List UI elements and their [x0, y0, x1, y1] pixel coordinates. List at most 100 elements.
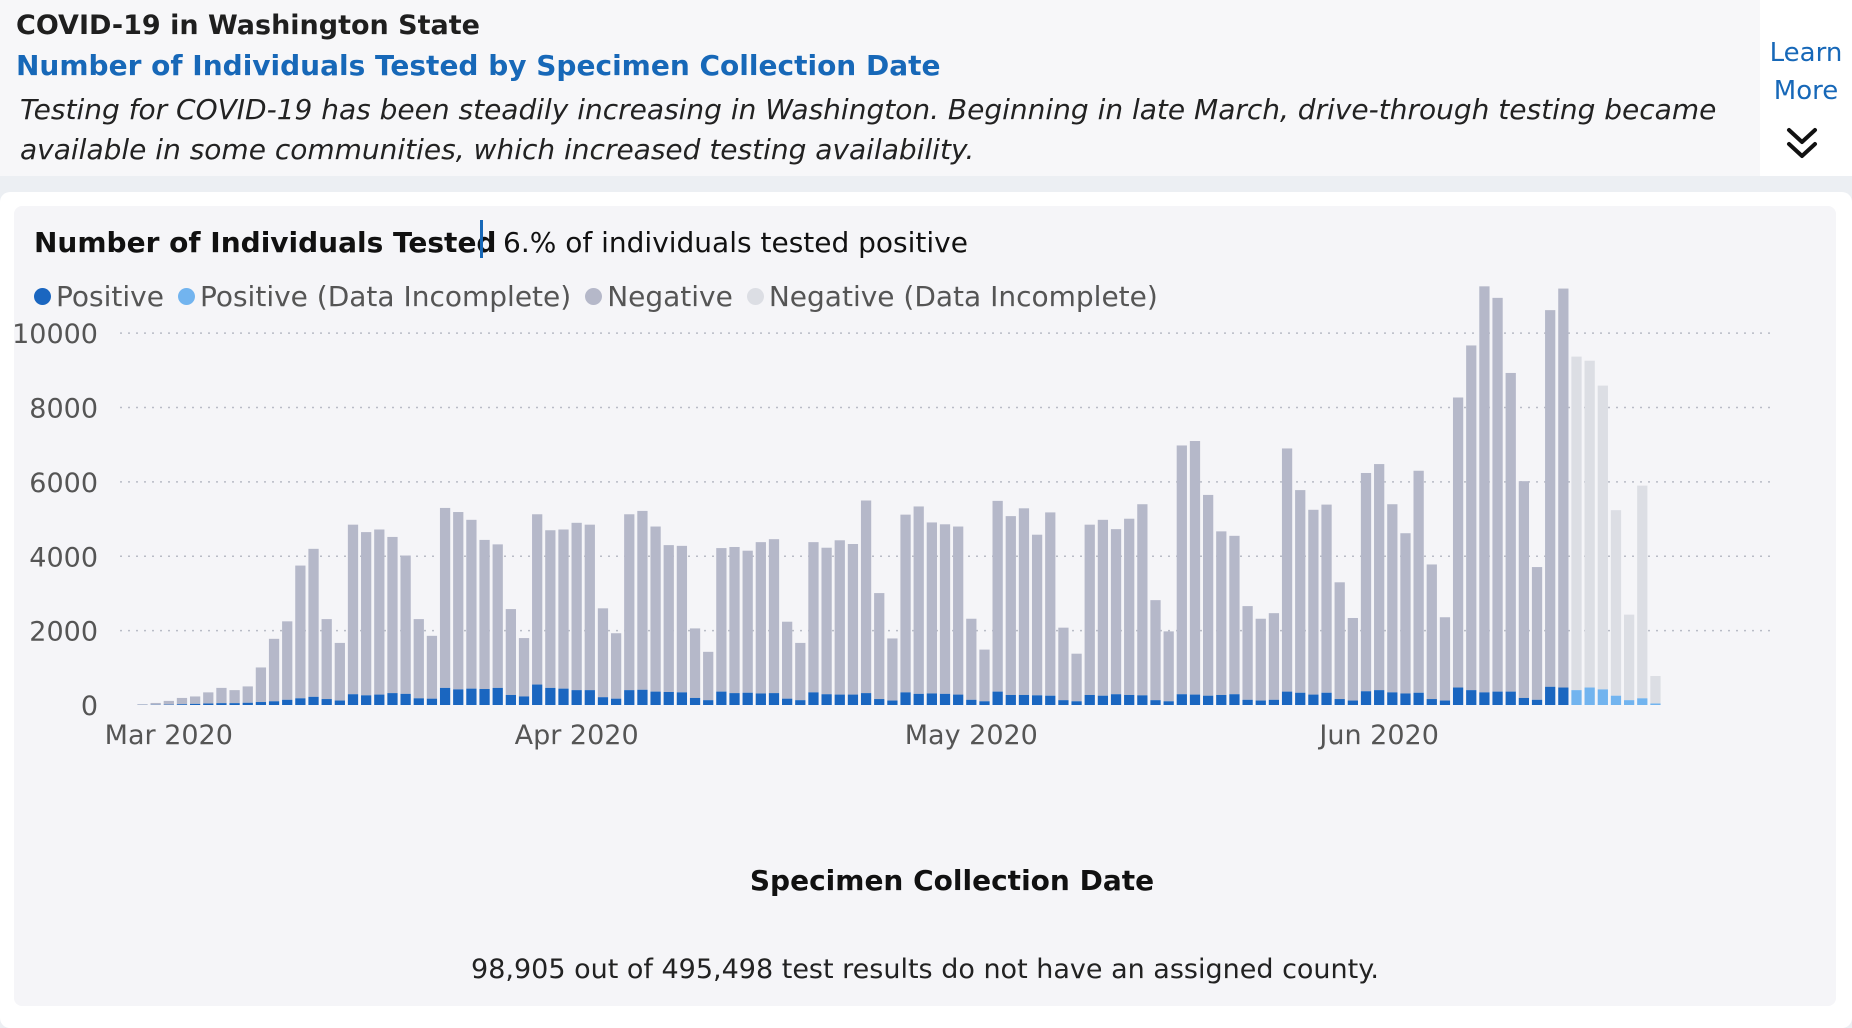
bar-negative-2020-05-04: [1005, 516, 1016, 695]
y-tick-label-0: 0: [81, 691, 98, 722]
bar-negative-2020-04-05: [624, 514, 635, 691]
bar-positive-2020-04-30: [953, 694, 964, 705]
x-tick-label-2020-06-01: Jun 2020: [1317, 720, 1438, 751]
bar-positive-2020-03-06: [229, 703, 240, 705]
bar-positive-2020-05-12: [1110, 694, 1122, 705]
bar-negative-2020-04-18: [795, 642, 806, 701]
bar-positive-2020-04-23: [860, 693, 872, 705]
bar-negative-2020-05-10: [1084, 524, 1095, 695]
bar-positive-2020-04-15: [755, 693, 766, 705]
bar-negative-2020-03-31: [558, 529, 569, 689]
bar-positive-2020-05-06: [1031, 695, 1043, 705]
bar-positive-2020-03-13: [321, 699, 332, 705]
bar-positive-2020-04-24: [874, 699, 885, 705]
bar-negative-2020-06-15: [1558, 288, 1569, 688]
bar-negative-2020-05-03: [992, 500, 1003, 692]
bar-positive-2020-03-17: [374, 694, 385, 705]
bar-negative-2020-03-20: [413, 619, 424, 699]
bar-negative-2020-06-18: [1597, 385, 1608, 690]
bar-negative-2020-06-14: [1545, 310, 1556, 687]
bar-positive-2020-04-01: [571, 690, 582, 705]
bar-negative-2020-04-11: [703, 651, 714, 701]
bar-negative-2020-04-12: [716, 548, 727, 692]
bar-negative-2020-05-13: [1124, 518, 1135, 695]
bar-negative-2020-05-28: [1321, 504, 1332, 693]
bar-positive-2020-04-18: [795, 700, 806, 705]
bar-positive-2020-04-22: [847, 694, 859, 705]
bar-positive-2020-05-10: [1084, 694, 1095, 705]
bar-positive-2020-03-24: [466, 688, 477, 705]
legend-item-positive-incomplete[interactable]: Positive (Data Incomplete): [177, 280, 571, 313]
legend-label-negative: Negative: [607, 280, 733, 313]
bar-positive-2020-03-09: [268, 701, 280, 705]
page-description: Testing for COVID-19 has been steadily i…: [20, 93, 1717, 166]
bar-positive-2020-04-25: [887, 700, 898, 705]
bar-negative-2020-06-01: [1374, 464, 1385, 691]
x-tick-label-2020-03-01: Mar 2020: [105, 720, 233, 751]
legend-item-negative-incomplete[interactable]: Negative (Data Incomplete): [746, 280, 1158, 313]
bar-negative-2020-05-02: [979, 649, 990, 702]
bar-negative-2020-03-30: [545, 530, 556, 688]
bar-positive-2020-04-09: [676, 692, 688, 705]
y-tick-label-8000: 8000: [29, 394, 98, 425]
bar-positive-2020-06-07: [1452, 687, 1464, 705]
bars: [137, 286, 1661, 705]
bar-negative-2020-04-25: [887, 638, 898, 701]
positivity-stat: 6.% of individuals tested positive: [503, 226, 968, 259]
bar-negative-2020-05-31: [1360, 472, 1372, 692]
bar-positive-2020-04-02: [584, 690, 595, 705]
bar-positive-2020-04-10: [689, 697, 701, 705]
bar-negative-2020-03-09: [268, 638, 280, 702]
title-separator: [480, 220, 483, 258]
bar-positive-2020-03-10: [282, 699, 293, 705]
y-axis-ticks: 0 2000 4000 6000 8000 10000: [14, 319, 98, 722]
legend-label-negative-incomplete: Negative (Data Incomplete): [768, 280, 1158, 313]
legend-item-negative[interactable]: Negative: [585, 280, 733, 313]
bar-negative-2020-04-20: [821, 547, 832, 695]
bar-positive-2020-05-29: [1334, 699, 1345, 705]
bar-positive-2020-05-20: [1216, 694, 1227, 705]
learn-more-link[interactable]: Learn More: [1764, 34, 1848, 110]
bar-positive-2020-03-19: [400, 693, 411, 705]
header-banner: COVID-19 in Washington State Number of I…: [0, 0, 1852, 176]
bar-negative-2020-03-12: [308, 548, 319, 697]
bar-positive-2020-03-07: [242, 702, 253, 705]
bar-negative-2020-04-08: [663, 545, 674, 692]
bar-negative-2020-03-22: [439, 507, 451, 688]
bar-negative-2020-04-01: [571, 522, 582, 691]
bar-negative-2020-05-19: [1203, 494, 1214, 696]
double-chevron-down-icon[interactable]: [1786, 124, 1818, 164]
bar-negative-2020-04-02: [584, 524, 595, 691]
bar-negative-2020-04-21: [834, 540, 845, 695]
bar-positive-2020-06-14: [1545, 686, 1556, 705]
bar-positive-2020-06-05: [1426, 699, 1437, 705]
legend-dot-positive-incomplete: [177, 288, 195, 305]
bar-positive-2020-03-28: [518, 696, 530, 705]
bar-positive-2020-03-26: [492, 687, 503, 705]
bar-negative-2020-03-06: [229, 690, 240, 704]
bar-positive-2020-05-09: [1071, 701, 1082, 705]
bar-positive-2020-03-12: [308, 696, 319, 705]
bar-negative-2020-03-23: [453, 512, 464, 690]
bar-positive-2020-04-29: [939, 693, 951, 705]
bar-negative-2020-04-22: [847, 544, 859, 695]
bar-positive-2020-06-02: [1387, 692, 1398, 705]
bar-negative-2020-05-30: [1347, 617, 1358, 701]
bar-negative-2020-03-02: [176, 697, 188, 705]
x-tick-label-2020-04-01: Apr 2020: [515, 720, 639, 751]
legend-item-positive[interactable]: Positive: [34, 280, 164, 313]
bar-positive-2020-04-12: [716, 691, 727, 705]
bar-positive-2020-04-26: [900, 692, 911, 705]
bar-negative-2020-06-20: [1623, 614, 1635, 701]
bar-negative-2020-06-07: [1452, 397, 1464, 688]
bar-positive-2020-04-19: [808, 692, 819, 705]
page-subtitle: Number of Individuals Tested by Specimen…: [16, 49, 941, 82]
bar-positive-2020-05-01: [966, 699, 977, 705]
bar-positive-2020-03-22: [439, 687, 451, 705]
bar-positive-2020-06-01: [1374, 690, 1385, 705]
bar-negative-2020-05-21: [1229, 535, 1240, 695]
bar-negative-2020-04-07: [650, 526, 661, 692]
legend-label-positive: Positive: [56, 280, 164, 313]
bar-negative-2020-03-15: [347, 524, 359, 695]
